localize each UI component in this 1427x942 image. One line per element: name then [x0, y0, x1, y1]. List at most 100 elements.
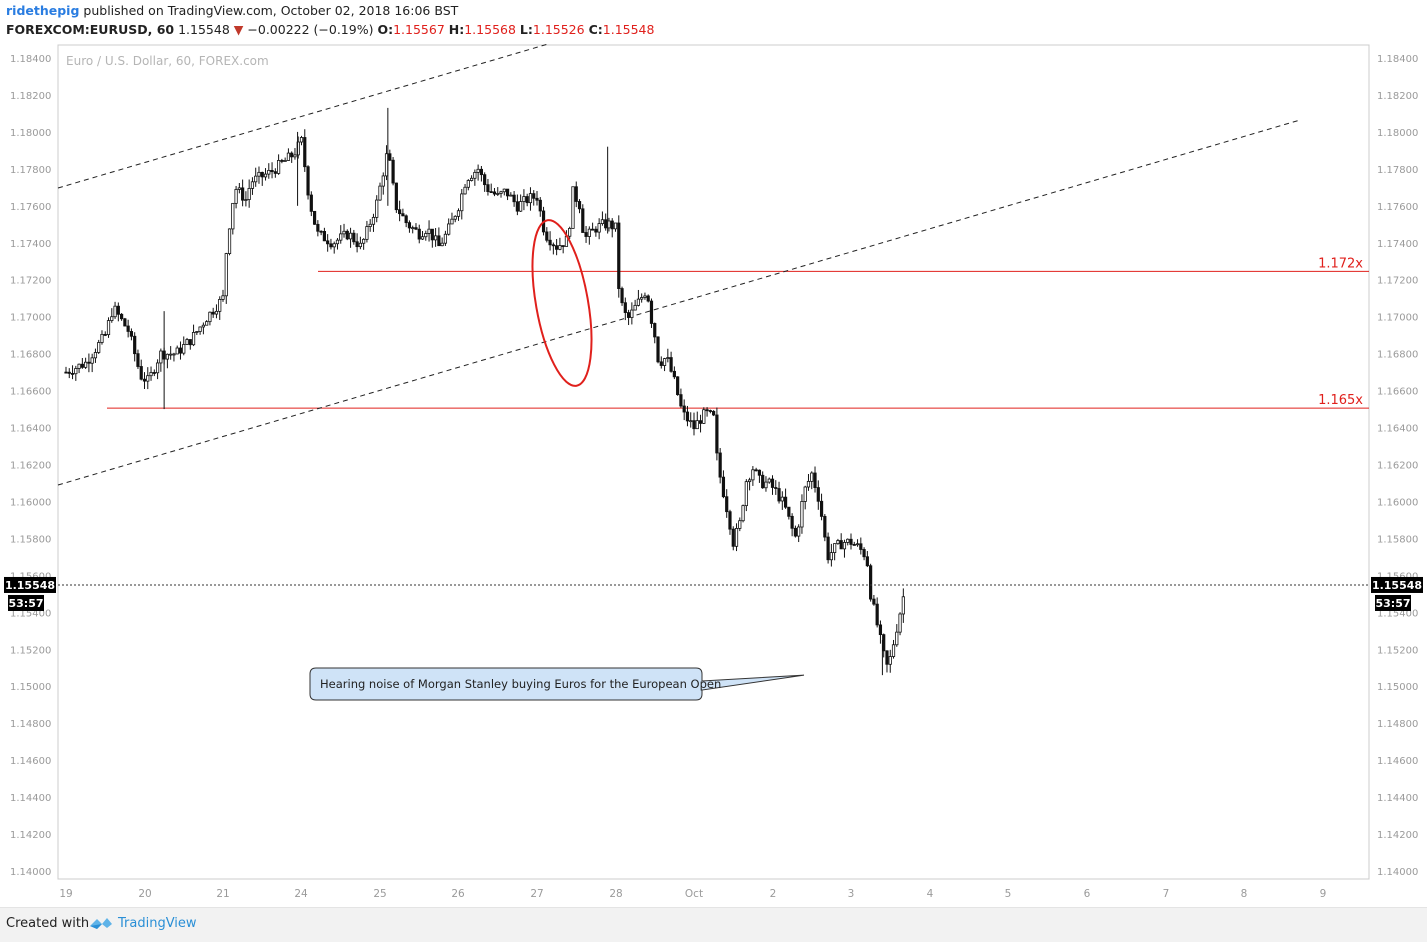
candle-body — [705, 409, 709, 412]
candle-body — [519, 201, 523, 212]
candle-body — [427, 228, 431, 234]
candle-body — [676, 376, 680, 396]
candle-body — [306, 166, 310, 196]
candle-body — [738, 520, 742, 529]
y-tick-label-left: 1.15000 — [10, 682, 51, 693]
candle-body — [87, 361, 91, 364]
candle-body — [872, 598, 876, 605]
candle-body — [84, 361, 88, 368]
candle-body — [198, 326, 202, 332]
candle-body — [116, 305, 120, 315]
y-tick-label-left: 1.17600 — [10, 202, 51, 213]
candle-body — [113, 305, 117, 318]
candle-body — [466, 180, 470, 188]
candle-body — [267, 169, 271, 175]
candle-body — [483, 174, 487, 186]
candle-body — [231, 202, 235, 230]
candle-body — [146, 375, 150, 382]
candle-body — [149, 372, 153, 377]
candle-body — [453, 215, 457, 220]
candle-body — [744, 481, 748, 507]
candle-body — [636, 298, 640, 306]
upper-channel-trendline[interactable] — [57, 43, 549, 189]
candle-body — [208, 311, 212, 323]
candle-body — [885, 650, 889, 665]
candle-body — [280, 160, 284, 162]
y-tick-label-left: 1.15400 — [10, 608, 51, 619]
candle-body — [70, 373, 75, 375]
x-tick-label: 24 — [294, 888, 308, 900]
candle-body — [875, 603, 879, 626]
highlight-ellipse[interactable] — [522, 216, 602, 390]
candle-body — [535, 197, 539, 201]
candle-body — [286, 152, 291, 161]
y-tick-label-right: 1.17200 — [1377, 276, 1418, 287]
candle-body — [558, 245, 562, 250]
y-tick-label-right: 1.14600 — [1377, 756, 1418, 767]
candle-body — [666, 357, 670, 360]
candle-body — [581, 208, 585, 233]
candle-body — [702, 409, 706, 424]
close-value: 1.15548 — [602, 22, 655, 37]
tradingview-logo-icon[interactable] — [88, 914, 114, 934]
candle-body — [103, 333, 107, 336]
y-tick-label-left: 1.15600 — [10, 571, 51, 582]
y-tick-label-left: 1.15800 — [10, 534, 51, 545]
candle-body — [653, 323, 657, 338]
candle-body — [126, 325, 130, 332]
candle-body — [67, 371, 71, 374]
down-arrow-icon: ▼ — [233, 22, 244, 37]
candle-body — [296, 141, 300, 156]
symbol-label: FOREXCOM:EURUSD, 60 — [6, 22, 175, 37]
candle-body — [473, 171, 477, 179]
callout-box[interactable] — [309, 667, 805, 701]
candle-body — [407, 222, 412, 229]
current-price-value-right: 1.15548 — [1372, 579, 1422, 592]
x-tick-label: 7 — [1163, 888, 1170, 900]
y-tick-label-right: 1.17400 — [1377, 239, 1418, 250]
callout-text: Hearing noise of Morgan Stanley buying E… — [320, 677, 721, 691]
author-link[interactable]: ridethepig — [6, 3, 80, 18]
candle-body — [159, 350, 163, 364]
x-tick-label: 27 — [530, 888, 543, 900]
y-tick-label-left: 1.17400 — [10, 239, 51, 250]
candle-body — [869, 565, 873, 600]
candle-body — [600, 219, 605, 224]
candle-body — [620, 288, 624, 304]
candle-body — [587, 228, 591, 237]
candle-body — [424, 233, 428, 238]
price-chart[interactable]: Euro / U.S. Dollar, 60, FOREX.com 1.1840… — [0, 42, 1427, 907]
candle-body — [515, 201, 519, 212]
close-label: C: — [588, 22, 603, 37]
candle-body — [662, 358, 667, 366]
candle-body — [185, 339, 189, 345]
y-tick-label-left: 1.16400 — [10, 424, 51, 435]
candle-body — [754, 469, 758, 472]
candle-body — [829, 552, 833, 561]
candle-body — [254, 175, 258, 183]
candle-body — [643, 295, 647, 298]
candle-body — [698, 420, 703, 424]
open-value: 1.15567 — [393, 22, 445, 37]
candle-body — [90, 357, 94, 364]
x-tick-label: 4 — [927, 888, 934, 900]
y-tick-label-left: 1.15200 — [10, 645, 51, 656]
candle-body — [646, 295, 650, 302]
candle-body — [551, 244, 555, 247]
y-tick-label-left: 1.16800 — [10, 350, 51, 361]
candle-body — [375, 199, 379, 218]
x-tick-label: 19 — [59, 888, 72, 900]
candle-body — [362, 238, 366, 244]
candle-body — [626, 312, 631, 318]
candle-body — [348, 232, 353, 240]
tradingview-brand-link[interactable]: TradingView — [118, 916, 197, 931]
y-tick-label-left: 1.16000 — [10, 497, 51, 508]
candle-body — [211, 311, 215, 315]
candle-body — [859, 543, 863, 550]
y-tick-label-right: 1.17000 — [1377, 313, 1418, 324]
candle-body — [610, 220, 614, 230]
candle-body — [640, 297, 644, 300]
candle-body — [568, 228, 572, 237]
candle-body — [865, 556, 869, 567]
candle-body — [270, 169, 274, 173]
